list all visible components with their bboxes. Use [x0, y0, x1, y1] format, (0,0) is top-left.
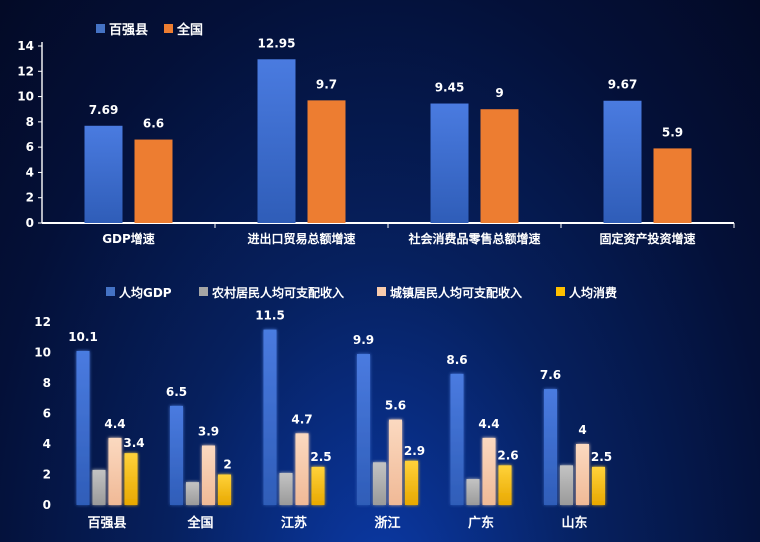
- y-tick-label: 12: [34, 315, 51, 329]
- y-tick-label: 2: [43, 468, 51, 482]
- bar-consumption: [124, 453, 138, 505]
- bar-rural-income: [186, 482, 199, 505]
- bar-baiqiangxian: [603, 100, 642, 223]
- legend-label: 城镇居民人均可支配收入: [390, 285, 522, 300]
- data-label: 5.6: [385, 399, 406, 413]
- bar-urban-income: [482, 437, 496, 505]
- legend-label: 人均GDP: [119, 285, 172, 300]
- bar-gdp: [170, 405, 183, 505]
- bar-rural-income: [560, 465, 573, 505]
- bar-urban-income: [576, 444, 589, 505]
- data-label: 7.6: [540, 368, 561, 382]
- x-tick-label: 浙江: [374, 515, 400, 531]
- x-tick-label: 山东: [561, 515, 587, 531]
- bar-gdp: [76, 350, 90, 505]
- data-label: 9.67: [608, 78, 638, 92]
- bar-urban-income: [389, 419, 402, 505]
- bar-quanguo: [307, 100, 346, 223]
- y-tick-label: 0: [26, 216, 34, 230]
- y-tick-label: 12: [17, 64, 34, 78]
- data-label: 9.45: [435, 81, 465, 95]
- y-tick-label: 2: [26, 191, 34, 205]
- legend-label: 农村居民人均可支配收入: [211, 285, 344, 300]
- x-tick-label: 进出口贸易总额增速: [247, 231, 355, 246]
- legend-label: 全国: [176, 22, 203, 38]
- y-tick-label: 10: [17, 90, 34, 104]
- data-label: 2.5: [591, 450, 612, 464]
- data-label: 5.9: [662, 125, 683, 139]
- y-tick-label: 10: [34, 346, 51, 360]
- x-tick-label: 固定资产投资增速: [599, 231, 695, 246]
- legend-label: 百强县: [109, 23, 148, 38]
- legend-swatch: [96, 24, 105, 33]
- bar-gdp: [450, 373, 464, 505]
- legend-swatch: [164, 24, 173, 33]
- data-label: 6.6: [143, 117, 164, 131]
- bar-rural-income: [92, 469, 106, 505]
- bar-urban-income: [108, 437, 122, 505]
- bar-rural-income: [279, 472, 293, 505]
- y-tick-label: 4: [43, 437, 51, 451]
- data-label: 4: [578, 423, 586, 437]
- data-label: 9.7: [316, 77, 337, 91]
- bar-baiqiangxian: [430, 103, 469, 223]
- bar-consumption: [311, 466, 325, 505]
- x-tick-label: GDP增速: [102, 231, 155, 246]
- bar-urban-income: [295, 433, 309, 505]
- legend-swatch: [377, 287, 386, 296]
- data-label: 2.9: [404, 444, 425, 458]
- y-tick-label: 6: [26, 140, 34, 154]
- bar-baiqiangxian: [257, 59, 296, 224]
- data-label: 11.5: [255, 309, 285, 323]
- y-tick-label: 0: [43, 498, 51, 512]
- data-label: 3.9: [198, 425, 219, 439]
- data-label: 8.6: [446, 353, 467, 367]
- data-label: 2.5: [310, 450, 331, 464]
- bar-rural-income: [466, 479, 480, 505]
- data-label: 4.4: [104, 417, 125, 431]
- y-tick-label: 4: [26, 165, 34, 179]
- bar-quanguo: [480, 109, 519, 223]
- data-label: 2: [223, 458, 231, 472]
- chart-growth-rates: 0 2 4 6 8 10 12 14 GDP增速 7.69 6.6 进出口贸易总额增速 12.95 9.7…: [17, 22, 735, 246]
- bar-quanguo: [653, 148, 692, 223]
- y-tick-label: 6: [43, 407, 51, 421]
- bar-quanguo: [134, 139, 173, 223]
- x-tick-label: 百强县: [87, 516, 126, 531]
- legend-swatch: [199, 287, 208, 296]
- y-tick-label: 14: [17, 39, 34, 53]
- x-tick-label: 社会消费品零售总额增速: [407, 231, 540, 246]
- bar-rural-income: [373, 462, 386, 505]
- data-label: 4.7: [291, 412, 312, 426]
- data-label: 9: [495, 86, 503, 100]
- x-tick-label: 江苏: [281, 515, 307, 531]
- bar-gdp: [544, 389, 557, 505]
- data-label: 3.4: [123, 436, 144, 450]
- y-tick-label: 8: [43, 376, 51, 390]
- data-label: 12.95: [258, 36, 296, 50]
- chart-per-capita: 0 2 4 6 8 10 12 百强县 10.1 4.4 3.4 全国 6.5 3.9 2 江苏 11.5 4.7…: [34, 285, 617, 531]
- legend-swatch: [556, 287, 565, 296]
- bar-consumption: [405, 460, 418, 505]
- bar-consumption: [498, 465, 512, 505]
- x-tick-label: 全国: [186, 515, 213, 531]
- data-label: 10.1: [68, 330, 98, 344]
- data-label: 9.9: [353, 333, 374, 347]
- data-label: 4.4: [478, 417, 499, 431]
- bar-urban-income: [202, 445, 215, 505]
- y-tick-label: 8: [26, 115, 34, 129]
- bar-gdp: [263, 329, 277, 505]
- data-label: 7.69: [89, 103, 119, 117]
- bar-consumption: [592, 466, 605, 505]
- data-label: 6.5: [166, 385, 187, 399]
- legend-swatch: [106, 287, 115, 296]
- x-tick-label: 广东: [468, 515, 494, 531]
- bar-consumption: [218, 474, 231, 505]
- bar-gdp: [357, 354, 370, 505]
- data-label: 2.6: [497, 448, 518, 462]
- legend-label: 人均消费: [569, 285, 617, 300]
- bar-baiqiangxian: [84, 125, 123, 223]
